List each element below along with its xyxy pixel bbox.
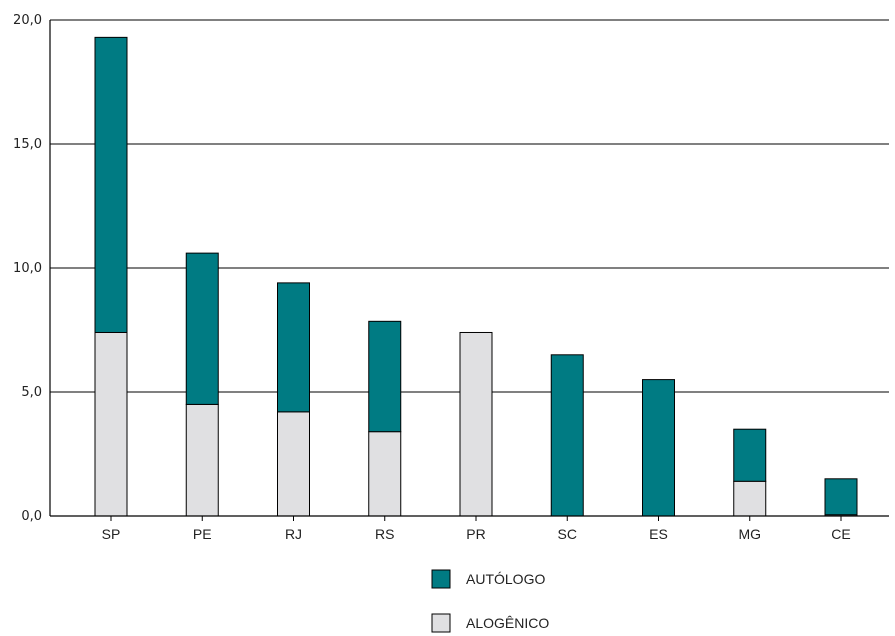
y-tick-label: 5,0 — [21, 385, 42, 400]
legend-label: AUTÓLOGO — [466, 571, 545, 587]
x-tick-label: ES — [649, 526, 668, 542]
x-tick-label: PR — [466, 526, 485, 542]
bar-es-autologo — [642, 379, 675, 517]
y-tick-label: 20,0 — [13, 13, 42, 28]
x-tick-label: MG — [738, 526, 761, 542]
legend-swatch — [431, 613, 451, 633]
bar-rj-alogenico — [277, 411, 310, 517]
y-axis-ticks: 0,0 5,0 10,0 15,0 20,0 — [13, 13, 42, 524]
bar-mg-autologo — [733, 428, 767, 482]
bar-sp-autologo — [94, 36, 128, 333]
x-tick-label: RJ — [285, 526, 302, 542]
bar-ce-autologo — [824, 478, 858, 516]
x-tick-label: PE — [193, 526, 212, 542]
legend-swatch — [431, 569, 451, 589]
x-tick-label: CE — [831, 526, 850, 542]
x-tick-label: SC — [558, 526, 577, 542]
bar-rj-autologo — [277, 282, 310, 413]
y-tick-label: 15,0 — [13, 137, 42, 152]
legend-label: ALOGÊNICO — [466, 615, 549, 631]
x-tick-label: RS — [375, 526, 394, 542]
bars — [94, 36, 858, 517]
bar-pe-autologo — [185, 252, 219, 405]
legend: AUTÓLOGO ALOGÊNICO — [431, 569, 549, 633]
x-tick-label: SP — [102, 526, 121, 542]
x-axis-ticks: SP PE RJ RS PR SC ES MG CE — [102, 516, 851, 542]
bar-sp-alogenico — [94, 331, 128, 517]
y-tick-label: 0,0 — [21, 509, 42, 524]
bar-pr-alogenico — [459, 331, 493, 517]
bar-mg-alogenico — [733, 480, 767, 517]
bar-pe-alogenico — [185, 403, 219, 517]
bar-rs-autologo — [368, 320, 402, 433]
bar-rs-alogenico — [368, 431, 402, 517]
y-tick-label: 10,0 — [13, 261, 42, 276]
axes — [49, 20, 889, 517]
bar-sc-autologo — [550, 354, 584, 517]
